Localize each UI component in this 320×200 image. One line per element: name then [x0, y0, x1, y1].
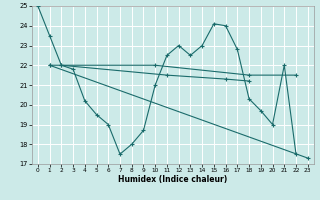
- X-axis label: Humidex (Indice chaleur): Humidex (Indice chaleur): [118, 175, 228, 184]
